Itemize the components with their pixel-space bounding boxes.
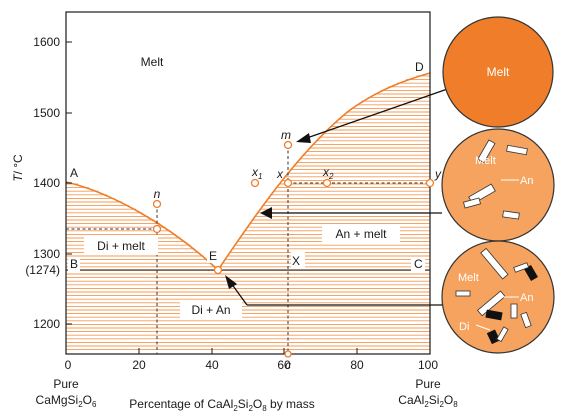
point-x-label: x	[276, 167, 284, 181]
marker-E	[213, 265, 223, 275]
y-axis-label: T/ °C	[11, 154, 25, 182]
x-tick-100: 100	[418, 358, 438, 372]
inset-low-melt-label: Melt	[458, 272, 479, 284]
x-ticks	[65, 348, 431, 354]
x-tick-80: 80	[350, 358, 364, 372]
point-D-label: D	[415, 60, 424, 74]
inset-low-an-label: An	[520, 292, 533, 304]
y-tick-1274: (1274)	[25, 263, 60, 277]
liquidus-right	[217, 72, 431, 271]
left-composition-label: CaMgSi2O6	[36, 393, 97, 409]
right-pure-label: Pure	[415, 377, 441, 391]
point-y-label: y	[434, 167, 442, 181]
point-E-label: E	[209, 249, 217, 263]
region-di-melt-label: Di + melt	[97, 239, 145, 253]
region-an-melt-label: An + melt	[335, 227, 387, 241]
arrow-melt	[296, 85, 457, 143]
inset-melt-label: Melt	[487, 65, 510, 79]
x-tick-c: c	[285, 358, 291, 372]
y-tick-1400: 1400	[33, 176, 60, 190]
marker-x	[283, 178, 293, 188]
y-tick-1300: 1300	[33, 247, 60, 261]
marker-x2	[322, 178, 332, 188]
point-A-label: A	[70, 166, 78, 180]
region-melt-label: Melt	[141, 55, 164, 69]
left-pure-label: Pure	[53, 377, 79, 391]
an-melt-label-bg	[322, 225, 400, 243]
inset-di-an: Melt An Di	[441, 240, 555, 354]
marker-c	[284, 350, 292, 358]
point-m-label: m	[281, 128, 291, 142]
arrow-di-an	[225, 275, 447, 306]
marker-n-liquidus	[152, 224, 162, 234]
inset-mid-melt-label: Melt	[475, 155, 496, 167]
point-X-label: X	[292, 254, 300, 268]
point-x1-label: x1	[251, 165, 262, 181]
liquidus-left	[65, 181, 219, 271]
x-tick-40: 40	[205, 358, 219, 372]
x-tick-60: 60	[277, 358, 291, 372]
marker-m	[283, 140, 293, 150]
di-an-label-bg	[180, 301, 242, 319]
y-tick-1600: 1600	[33, 35, 60, 49]
inset-low-di-label: Di	[459, 321, 469, 333]
inset-mid-an-label: An	[520, 175, 533, 187]
point-B-label: B	[70, 257, 78, 271]
arrow-an-melt	[260, 207, 442, 219]
marker-n	[152, 199, 162, 209]
point-n-label: n	[154, 187, 161, 201]
x-tick-20: 20	[132, 358, 146, 372]
x-tick-0: 0	[65, 358, 72, 372]
y-tick-1500: 1500	[33, 106, 60, 120]
inset-an-melt: Melt An	[441, 128, 555, 242]
y-tick-1200: 1200	[33, 317, 60, 331]
marker-y	[425, 178, 435, 188]
inset-melt: Melt	[442, 16, 554, 128]
point-C-label: C	[414, 257, 423, 271]
right-composition-label: CaAl2Si2O8	[398, 393, 458, 409]
point-x2-label: x2	[322, 165, 334, 181]
region-di-an-label: Di + An	[191, 303, 230, 317]
y-ticks	[66, 41, 72, 325]
di-melt-label-bg	[84, 237, 158, 255]
x-axis-title: Percentage of CaAl2Si2O8 by mass	[129, 397, 314, 413]
marker-x1	[250, 178, 260, 188]
